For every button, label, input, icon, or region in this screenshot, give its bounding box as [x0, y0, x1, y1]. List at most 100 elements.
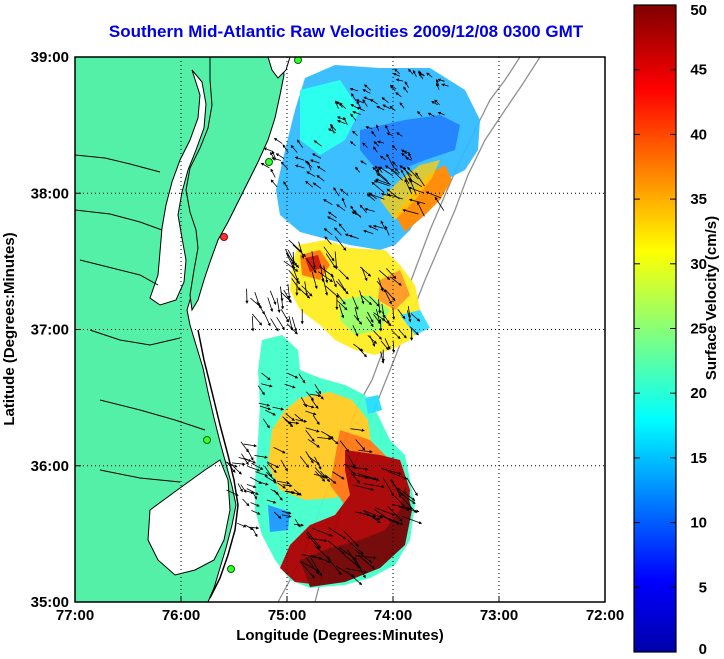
velocity-arrow	[381, 468, 402, 475]
velocity-arrow	[402, 150, 411, 154]
velocity-arrow	[237, 522, 247, 528]
velocity-arrow	[361, 294, 372, 306]
velocity-arrow	[375, 178, 392, 186]
velocity-arrow	[252, 528, 258, 538]
velocity-arrow	[379, 155, 386, 161]
velocity-arrow	[339, 102, 347, 109]
velocity-arrow	[353, 343, 364, 352]
velocity-arrow	[384, 338, 391, 350]
velocity-arrow	[232, 462, 246, 466]
velocity-arrow	[401, 497, 417, 514]
velocity-arrow	[226, 489, 239, 496]
velocity-arrow	[338, 223, 346, 232]
colorbar-ticks: 0 5 10 15 20 25 30 35 40 45 50	[634, 2, 707, 658]
rivers	[75, 154, 206, 483]
velocity-arrow	[328, 527, 347, 540]
velocity-arrow	[251, 462, 264, 470]
velocity-arrow	[274, 489, 283, 501]
y-tick-label: 39:00	[31, 49, 69, 66]
velocity-arrow	[273, 446, 286, 454]
velocity-arrow	[311, 251, 316, 270]
velocity-arrow	[410, 313, 421, 322]
velocity-arrow	[338, 304, 345, 319]
velocity-arrow	[349, 141, 356, 147]
velocity-arrow	[349, 87, 359, 92]
velocity-arrow	[384, 291, 392, 305]
velocity-arrow	[417, 71, 425, 77]
velocity-arrow	[355, 559, 366, 579]
velocity-arrow	[375, 169, 388, 182]
velocity-arrow	[311, 271, 318, 290]
velocity-arrow	[386, 188, 400, 200]
velocity-arrow	[352, 325, 359, 337]
colorbar-label: Surface Velocity (cm/s)	[703, 216, 720, 380]
velocity-arrow	[319, 265, 334, 277]
velocity-arrow	[265, 409, 277, 416]
velocity-arrow	[257, 385, 265, 396]
velocity-arrow	[389, 479, 404, 497]
velocity-arrow	[355, 511, 377, 518]
velocity-arrow	[339, 188, 349, 196]
velocity-arrow	[359, 204, 367, 214]
x-tick-label: 74:00	[374, 607, 412, 624]
velocity-arrow	[330, 125, 335, 134]
velocity-arrow	[363, 483, 385, 489]
velocity-arrow	[375, 507, 396, 516]
velocity-arrow	[306, 258, 317, 274]
velocity-arrow	[276, 316, 285, 331]
colorbar-tick-label: 35	[690, 191, 707, 208]
velocity-arrow	[373, 330, 382, 340]
colorbar-tick-label: 5	[699, 579, 707, 596]
velocity-arrow	[392, 340, 396, 354]
velocity-arrow	[310, 554, 331, 563]
velocity-arrow	[367, 335, 378, 344]
velocity-arrow	[330, 273, 337, 288]
colorbar-tick-label: 10	[690, 515, 707, 532]
velocity-arrow	[403, 166, 413, 182]
velocity-arrow	[369, 296, 380, 307]
velocity-arrow	[314, 384, 322, 395]
velocity-arrow	[315, 390, 324, 400]
velocity-arrow	[301, 285, 313, 297]
colorbar-tick-label: 20	[690, 385, 707, 402]
velocity-arrow	[273, 511, 282, 519]
velocity-vectors	[225, 68, 449, 586]
radar-station	[203, 436, 211, 444]
velocity-arrow	[381, 97, 389, 104]
velocity-arrow	[293, 523, 304, 527]
velocity-arrow	[316, 165, 326, 172]
radar-station	[294, 57, 302, 64]
velocity-arrow	[231, 464, 242, 475]
velocity-arrow	[333, 187, 340, 197]
velocity-arrow	[254, 291, 261, 307]
velocity-arrow	[336, 299, 348, 311]
velocity-arrow	[378, 270, 391, 280]
velocity-arrow	[409, 326, 419, 336]
velocity-arrow	[368, 225, 379, 231]
velocity-arrow	[386, 193, 403, 200]
x-axis-label: Longitude (Degrees:Minutes)	[236, 627, 444, 644]
velocity-arrow	[335, 565, 355, 577]
velocity-arrow	[254, 455, 268, 459]
velocity-arrow	[405, 157, 412, 161]
velocity-arrow	[244, 524, 254, 531]
velocity-arrow	[386, 268, 397, 280]
velocity-arrow	[367, 192, 377, 200]
velocity-arrow	[355, 166, 360, 173]
velocity-arrow	[356, 473, 378, 481]
velocity-arrow	[270, 318, 279, 332]
velocity-arrow	[264, 465, 273, 478]
velocity-arrow	[392, 73, 400, 77]
velocity-arrow	[407, 306, 412, 319]
velocity-arrow	[291, 316, 298, 332]
velocity-arrow	[323, 246, 335, 262]
velocity-arrow	[336, 101, 343, 108]
velocity-arrow	[316, 175, 325, 182]
velocity-arrow	[288, 239, 302, 253]
velocity-arrow	[306, 171, 316, 177]
velocity-arrow	[244, 490, 255, 495]
velocity-arrow	[397, 309, 406, 320]
velocity-arrow	[246, 448, 254, 461]
velocity-arrow	[347, 454, 356, 468]
velocity-arrow	[243, 443, 258, 448]
